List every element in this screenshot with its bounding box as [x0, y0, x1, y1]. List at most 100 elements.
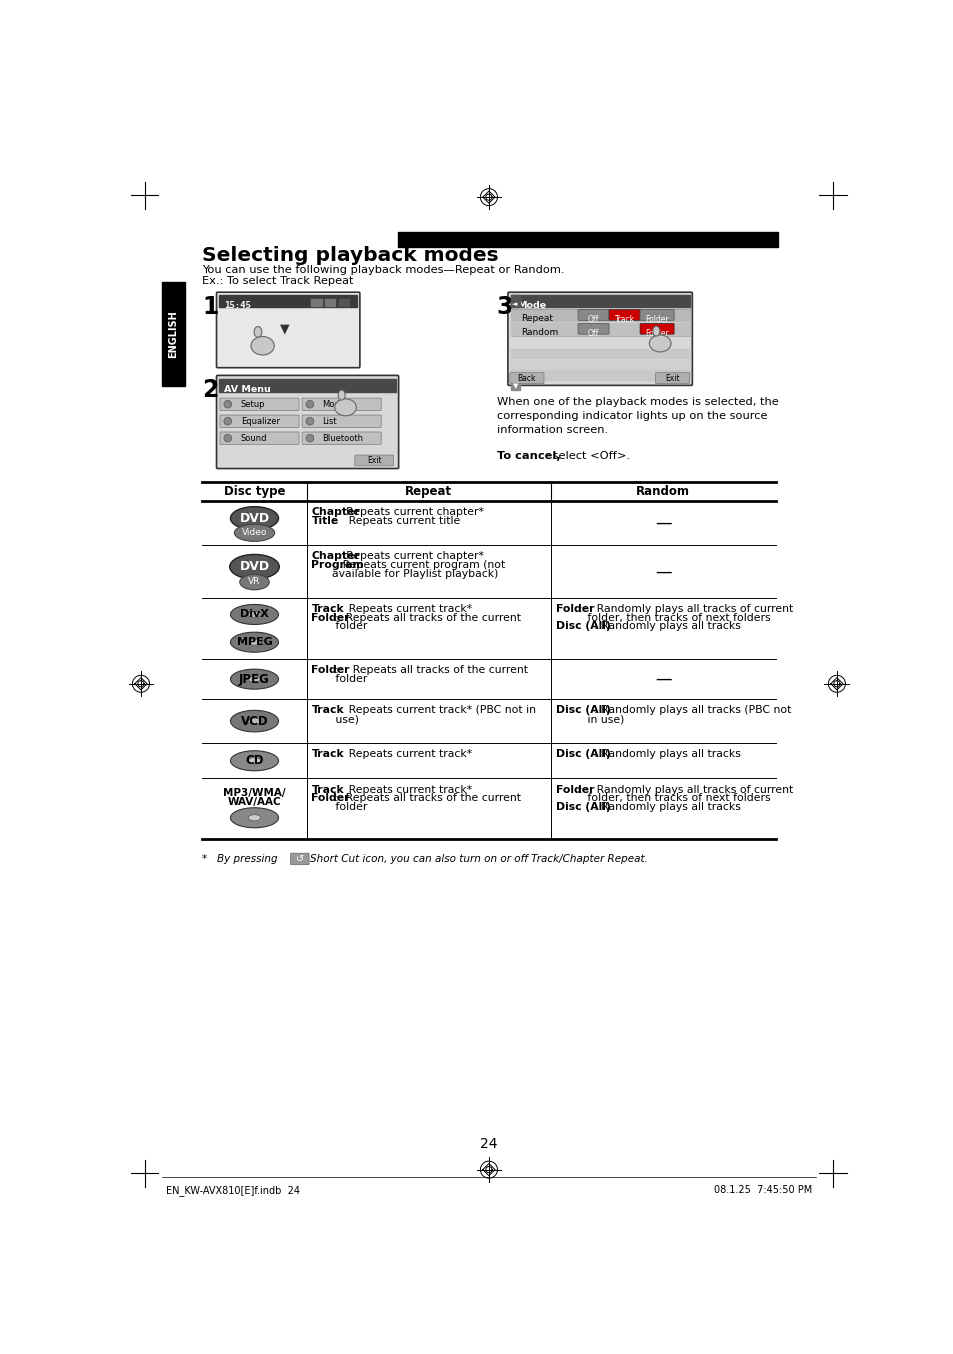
Text: Track: Track	[311, 705, 344, 715]
Bar	[324, 299, 335, 306]
Text: AV Menu: AV Menu	[224, 385, 271, 394]
Text: VCD: VCD	[240, 715, 268, 727]
Text: Exit: Exit	[367, 456, 381, 464]
Ellipse shape	[231, 604, 278, 624]
Bar	[162, 282, 185, 386]
Text: ENGLISH: ENGLISH	[169, 310, 178, 357]
Bar	[510, 371, 689, 379]
Text: Equalizer: Equalizer	[241, 417, 279, 425]
Text: DivX: DivX	[240, 609, 269, 620]
Ellipse shape	[248, 612, 260, 617]
Text: Bluetooth: Bluetooth	[322, 433, 363, 443]
Text: Repeat: Repeat	[521, 314, 553, 324]
Text: :    Randomly plays all tracks of current: : Randomly plays all tracks of current	[578, 784, 792, 795]
Text: in use): in use)	[555, 714, 623, 724]
Ellipse shape	[649, 334, 670, 352]
Circle shape	[306, 435, 314, 441]
Text: folder, then tracks of next folders: folder, then tracks of next folders	[555, 612, 769, 623]
Ellipse shape	[652, 326, 659, 336]
Text: 08.1.25  7:45:50 PM: 08.1.25 7:45:50 PM	[713, 1185, 811, 1196]
Text: Folder: Folder	[644, 315, 668, 324]
FancyBboxPatch shape	[216, 375, 398, 468]
Text: : Randomly plays all tracks (PBC not: : Randomly plays all tracks (PBC not	[594, 705, 791, 715]
Text: Random: Random	[636, 485, 690, 498]
Circle shape	[306, 401, 314, 408]
Text: available for Playlist playback): available for Playlist playback)	[311, 569, 498, 580]
FancyBboxPatch shape	[291, 853, 309, 865]
Text: folder: folder	[311, 621, 368, 631]
Text: Back: Back	[517, 374, 536, 383]
Text: MPEG: MPEG	[236, 638, 273, 647]
Ellipse shape	[231, 506, 278, 529]
Text: List: List	[322, 417, 336, 425]
Ellipse shape	[234, 524, 274, 542]
Bar	[510, 360, 689, 368]
Text: Random: Random	[521, 328, 558, 337]
Text: : Randomly plays all tracks: : Randomly plays all tracks	[594, 621, 740, 631]
Text: : Repeats current chapter*: : Repeats current chapter*	[338, 551, 483, 562]
Text: folder, then tracks of next folders: folder, then tracks of next folders	[555, 793, 769, 803]
Text: ↺: ↺	[295, 854, 304, 864]
Ellipse shape	[231, 711, 278, 733]
Text: select <Off>.: select <Off>.	[549, 451, 630, 462]
Bar	[510, 295, 689, 307]
Text: 24: 24	[479, 1136, 497, 1151]
FancyBboxPatch shape	[608, 310, 639, 321]
Bar	[397, 232, 778, 248]
Text: :    Repeats current title: : Repeats current title	[331, 516, 459, 525]
Text: Short Cut icon, you can also turn on or off Track/Chapter Repeat.: Short Cut icon, you can also turn on or …	[310, 854, 647, 864]
Text: 1: 1	[202, 295, 218, 320]
Text: VR: VR	[248, 577, 260, 586]
Text: :    Repeats current track*: : Repeats current track*	[331, 604, 472, 613]
FancyBboxPatch shape	[220, 432, 298, 444]
Text: Selecting playback modes: Selecting playback modes	[202, 245, 498, 264]
FancyBboxPatch shape	[639, 310, 674, 321]
Text: Disc type: Disc type	[224, 485, 285, 498]
Text: 3: 3	[497, 295, 513, 320]
Bar	[338, 299, 349, 306]
Ellipse shape	[248, 639, 260, 646]
Text: Track: Track	[311, 749, 344, 760]
Text: —: —	[655, 670, 671, 688]
Text: ▼: ▼	[512, 383, 517, 389]
Text: You can use the following playback modes—Repeat or Random.: You can use the following playback modes…	[202, 265, 564, 275]
FancyBboxPatch shape	[355, 455, 394, 466]
Bar	[510, 382, 519, 390]
FancyBboxPatch shape	[302, 416, 381, 428]
Text: : Randomly plays all tracks: : Randomly plays all tracks	[594, 803, 740, 812]
Ellipse shape	[231, 808, 278, 827]
Text: Folder: Folder	[555, 604, 594, 613]
Circle shape	[306, 417, 314, 425]
Text: :Repeats current program (not: :Repeats current program (not	[338, 561, 504, 570]
Text: 2: 2	[202, 378, 218, 402]
Text: :    Randomly plays all tracks of current: : Randomly plays all tracks of current	[578, 604, 792, 613]
Bar	[510, 322, 689, 334]
Text: Track: Track	[311, 784, 344, 795]
Ellipse shape	[248, 676, 260, 682]
Text: DVD: DVD	[239, 561, 270, 573]
FancyBboxPatch shape	[216, 292, 359, 368]
Text: :  Repeats all tracks of the current: : Repeats all tracks of the current	[335, 793, 520, 803]
Bar	[311, 299, 321, 306]
Text: :    Repeats current track* (PBC not in: : Repeats current track* (PBC not in	[331, 705, 536, 715]
Text: : Randomly plays all tracks: : Randomly plays all tracks	[594, 749, 740, 760]
Text: DVD: DVD	[239, 512, 270, 525]
Bar	[510, 349, 689, 357]
Text: Folder: Folder	[311, 793, 350, 803]
FancyBboxPatch shape	[655, 372, 689, 383]
Ellipse shape	[248, 758, 260, 764]
Text: Folder: Folder	[555, 784, 594, 795]
Bar	[510, 309, 689, 321]
Ellipse shape	[231, 669, 278, 689]
Text: Disc (All): Disc (All)	[555, 749, 610, 760]
Text: :  Repeats all tracks of the current: : Repeats all tracks of the current	[335, 612, 520, 623]
FancyBboxPatch shape	[507, 292, 692, 386]
Text: —: —	[655, 513, 671, 532]
FancyBboxPatch shape	[639, 324, 674, 334]
FancyBboxPatch shape	[578, 310, 608, 321]
Text: To cancel,: To cancel,	[497, 451, 559, 462]
Bar	[219, 379, 395, 391]
FancyBboxPatch shape	[509, 372, 543, 383]
FancyBboxPatch shape	[220, 416, 298, 428]
Ellipse shape	[239, 574, 269, 590]
